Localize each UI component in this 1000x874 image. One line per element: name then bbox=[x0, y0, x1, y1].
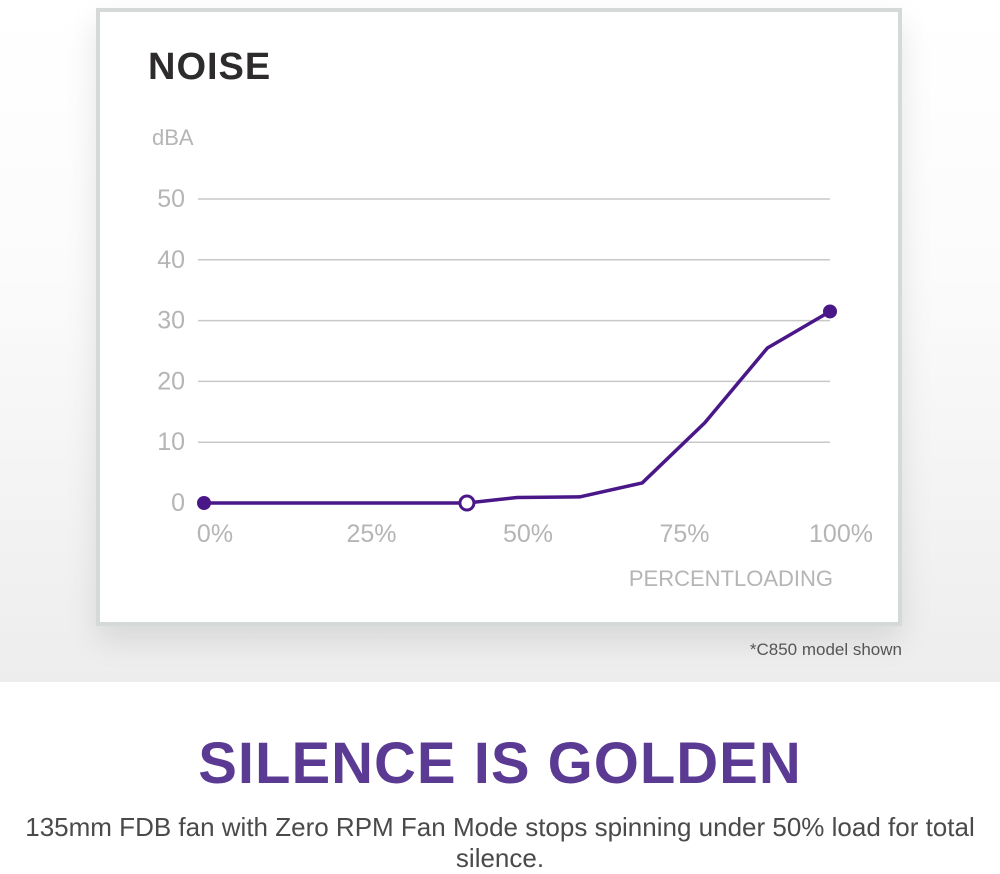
x-tick-label: 100% bbox=[809, 520, 873, 548]
description: 135mm FDB fan with Zero RPM Fan Mode sto… bbox=[25, 812, 975, 873]
y-axis-label: dBA bbox=[152, 125, 194, 150]
y-tick-label: 0 bbox=[171, 489, 185, 517]
noise-line-chart: dBA 50 40 30 20 10 0 0% 25% 50% 75% 100% PERCENTL… bbox=[152, 125, 873, 591]
y-tick-label: 10 bbox=[157, 428, 185, 456]
x-tick-label: 25% bbox=[346, 520, 396, 548]
series-line bbox=[202, 309, 832, 505]
y-tick-label: 50 bbox=[157, 185, 185, 213]
y-tick-labels: 50 40 30 20 10 0 bbox=[157, 185, 185, 517]
x-tick-label: 75% bbox=[659, 520, 709, 548]
x-tick-label: 50% bbox=[503, 520, 553, 548]
grid-lines bbox=[198, 198, 830, 443]
filled-marker bbox=[823, 304, 837, 319]
x-tick-label: 0% bbox=[197, 520, 233, 548]
chart-title: NOISE bbox=[148, 46, 272, 88]
footnote: *C850 model shown bbox=[749, 640, 902, 659]
chart-card bbox=[96, 8, 902, 626]
y-tick-label: 20 bbox=[157, 367, 185, 395]
series-group bbox=[197, 304, 837, 512]
x-axis-label: PERCENTLOADING bbox=[629, 566, 833, 591]
y-tick-label: 30 bbox=[157, 307, 185, 335]
x-tick-labels: 0% 25% 50% 75% 100% bbox=[197, 520, 873, 548]
y-tick-label: 40 bbox=[157, 246, 185, 274]
open-marker bbox=[458, 494, 476, 512]
filled-marker bbox=[197, 496, 211, 510]
headline: SILENCE IS GOLDEN bbox=[198, 731, 802, 796]
